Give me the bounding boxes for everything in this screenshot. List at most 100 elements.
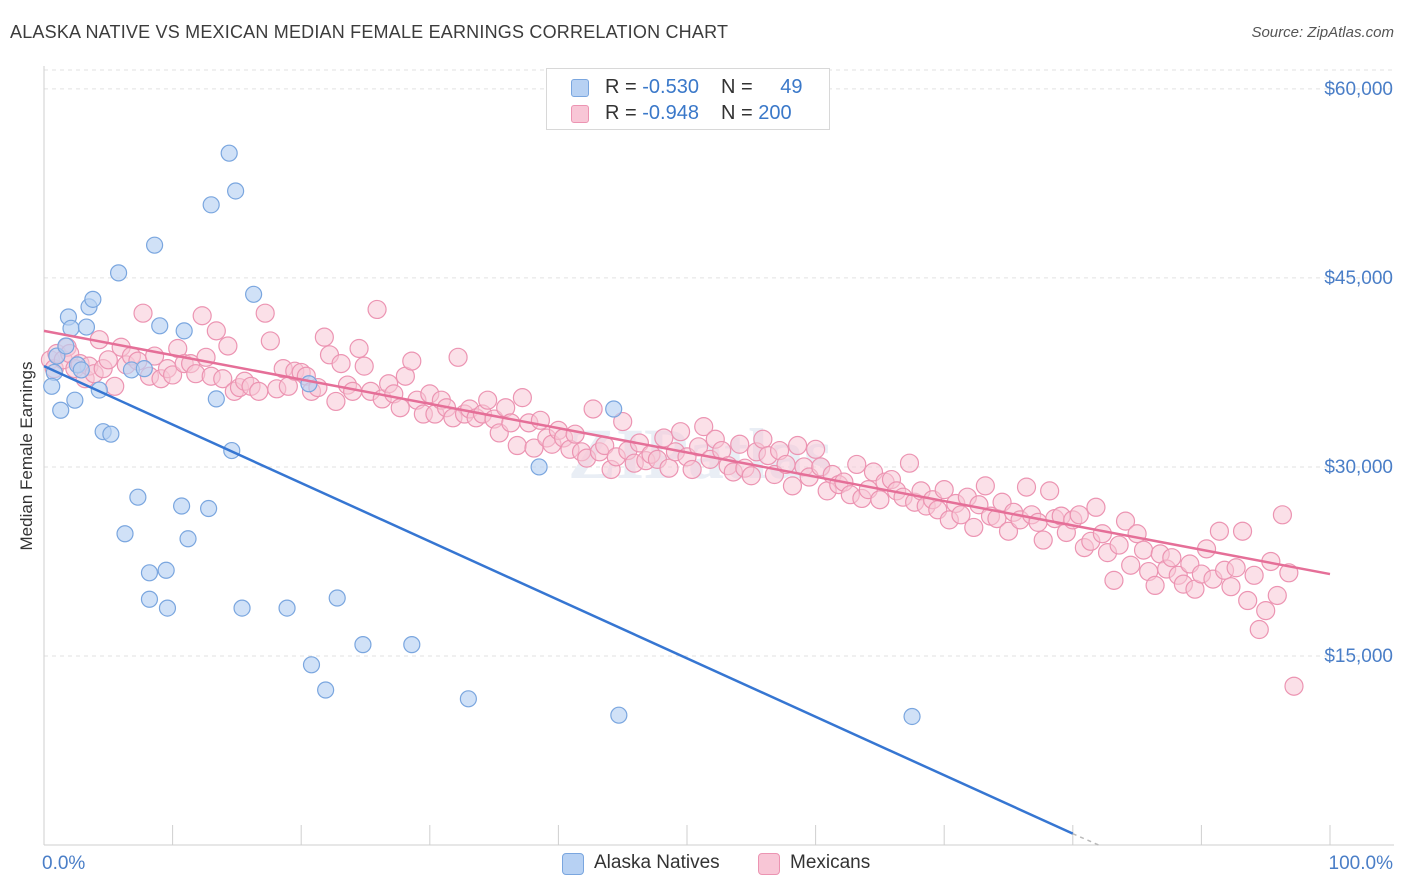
mexicans-point: [402, 351, 422, 371]
mexicans-point: [260, 331, 280, 351]
bottom-legend-label: Mexicans: [790, 852, 871, 873]
alaska-natives-point: [84, 290, 102, 308]
mexicans-point: [1145, 575, 1165, 596]
y-tick-label: $30,000: [1324, 457, 1393, 478]
alaska-natives-point: [102, 425, 120, 443]
legend-n-value: 200: [758, 102, 792, 124]
mexicans-points: [40, 299, 1304, 696]
bottom-legend-label: Alaska Natives: [594, 852, 720, 873]
alaska-natives-point: [610, 706, 628, 724]
alaska-natives-point: [140, 590, 159, 608]
alaska-natives-point: [158, 599, 177, 617]
mexicans-point: [899, 453, 920, 473]
alaska-natives-point: [220, 144, 238, 162]
mexicans-trend-line: [43, 329, 1331, 576]
mexicans-point: [218, 336, 238, 356]
mexicans-point: [1272, 505, 1293, 525]
mexicans-point: [1256, 601, 1276, 621]
mexicans-point: [870, 490, 890, 510]
mexicans-point: [998, 521, 1019, 541]
mexicans-point: [753, 429, 773, 449]
tick-labels: $15,000 $30,000 $45,000 $60,000 0.0% 100.0%: [42, 79, 1393, 874]
mexicans-point: [1033, 530, 1053, 550]
alaska-natives-point: [227, 182, 245, 200]
alaska-natives-point: [140, 564, 159, 582]
alaska-natives-point: [57, 337, 75, 355]
alaska-natives-point: [317, 681, 335, 699]
mexicans-point: [133, 303, 153, 323]
legend-swatch-pink: [571, 105, 589, 123]
mexicans-point: [1040, 481, 1060, 501]
mexicans-point: [934, 480, 954, 500]
legend-r-label: R =: [605, 76, 643, 98]
legend-r-value: -0.530: [642, 76, 699, 98]
alaska-natives-point: [43, 377, 61, 395]
mexicans-point: [1209, 521, 1230, 541]
alaska-natives-point: [179, 530, 197, 548]
mexicans-point: [1238, 590, 1258, 611]
alaska-natives-point: [403, 636, 421, 654]
alaska-natives-point: [66, 391, 84, 409]
mexicans-point: [964, 517, 984, 538]
mexicans-point: [255, 303, 275, 323]
y-tick-label: $60,000: [1324, 79, 1393, 100]
y-axis-label: Median Female Earnings: [17, 362, 36, 551]
alaska-natives-trend-line: [43, 365, 1074, 835]
mexicans-point: [730, 434, 750, 454]
x-tick-label: 0.0%: [42, 853, 85, 874]
alaska-natives-point: [52, 401, 70, 419]
alaska-natives-point: [157, 561, 175, 579]
mexicans-point: [741, 466, 761, 486]
mexicans-point: [349, 338, 369, 359]
mexicans-point: [847, 454, 867, 475]
mexicans-point: [1069, 505, 1089, 525]
legend-n-value: 49: [780, 76, 803, 98]
mexicans-point: [613, 411, 633, 432]
mexicans-point: [1244, 565, 1264, 585]
mexicans-point: [583, 399, 603, 419]
alaska-natives-point: [903, 707, 921, 726]
alaska-natives-point: [109, 264, 128, 282]
stats-legend: R = -0.530 N = 49 R = -0.948 N = 200: [546, 68, 830, 130]
alaska-natives-point: [200, 499, 218, 518]
legend-r-label: R =: [605, 102, 643, 124]
mexicans-point: [565, 424, 585, 444]
alaska-natives-point: [202, 196, 220, 214]
mexicans-point: [782, 476, 803, 496]
mexicans-point: [326, 391, 346, 412]
mexicans-point: [1109, 535, 1129, 555]
alaska-natives-points: [43, 144, 921, 726]
mexicans-point: [507, 435, 527, 456]
bottom-legend-swatch-blue: [562, 853, 584, 875]
x-tick-label: 100.0%: [1329, 853, 1394, 874]
mexicans-point: [314, 327, 334, 347]
mexicans-point: [478, 390, 498, 410]
alaska-natives-point: [328, 589, 346, 607]
mexicans-point: [1133, 540, 1154, 560]
axes: [43, 66, 1394, 846]
mexicans-point: [163, 365, 183, 385]
alaska-natives-point: [245, 285, 263, 303]
mexicans-point: [1086, 497, 1106, 517]
mexicans-point: [501, 413, 521, 433]
alaska-natives-point: [530, 458, 548, 476]
mexicans-point: [1267, 585, 1287, 606]
mexicans-point: [1115, 511, 1136, 531]
alaska-natives-point: [151, 317, 169, 335]
mexicans-point: [805, 439, 826, 459]
legend-swatch-blue: [571, 79, 589, 97]
mexicans-point: [105, 376, 125, 396]
mexicans-point: [694, 417, 714, 437]
alaska-natives-point: [605, 400, 623, 418]
alaska-natives-point: [129, 488, 147, 506]
alaska-natives-point: [77, 318, 96, 336]
mexicans-point: [448, 347, 468, 367]
mexicans-point: [1162, 548, 1182, 568]
alaska-natives-point: [72, 361, 90, 379]
mexicans-point: [1016, 477, 1037, 497]
mexicans-point: [682, 459, 702, 480]
mexicans-point: [1028, 512, 1048, 532]
mexicans-point: [975, 476, 995, 496]
trend-lines: [43, 329, 1331, 846]
